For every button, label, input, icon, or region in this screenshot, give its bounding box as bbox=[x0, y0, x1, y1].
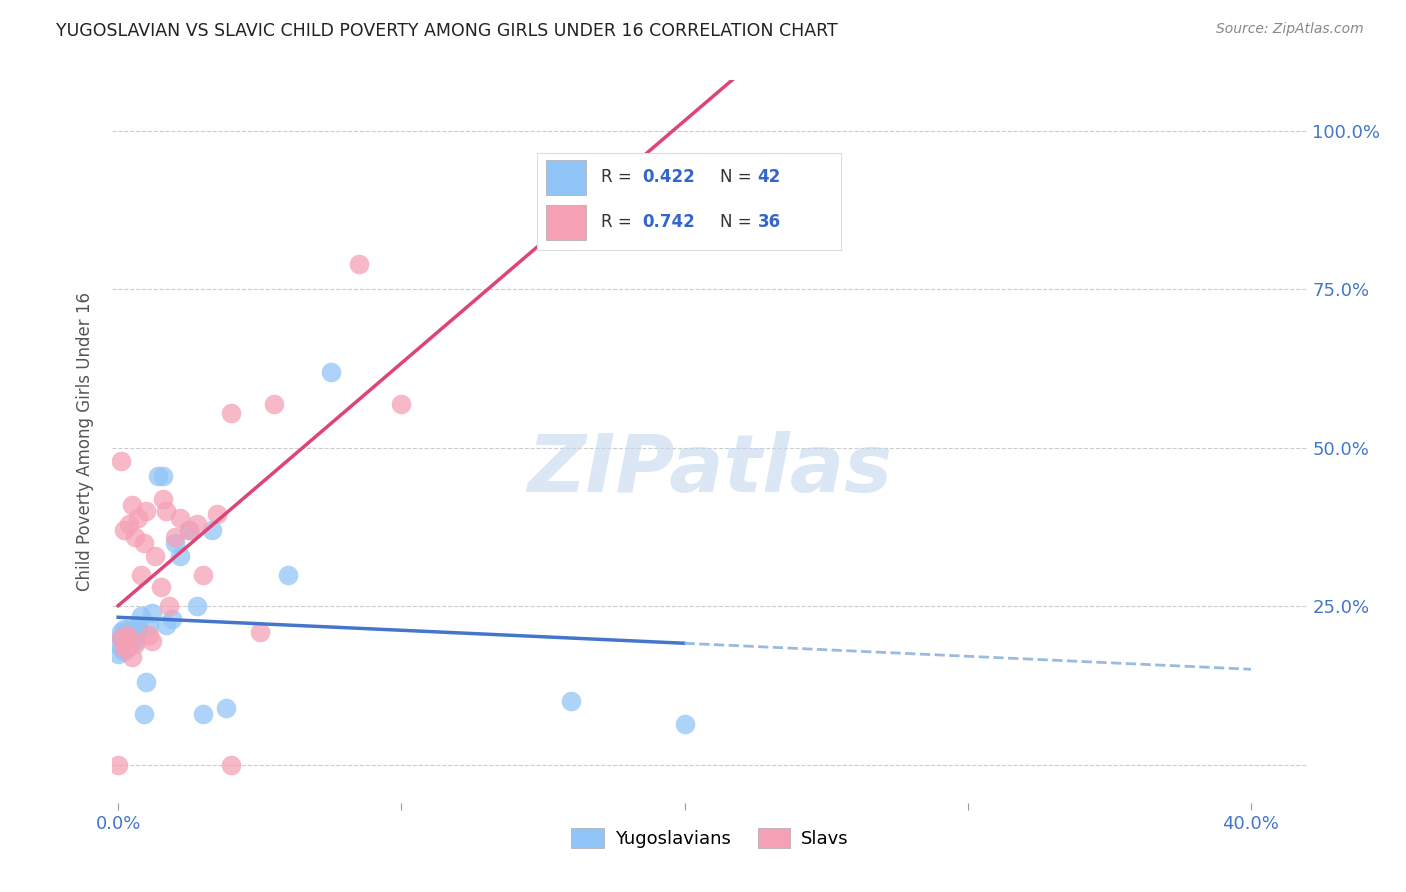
Point bbox=[112, 622, 135, 636]
Point bbox=[215, 700, 238, 714]
Point bbox=[121, 650, 143, 665]
Point bbox=[115, 640, 138, 655]
Point bbox=[121, 628, 143, 642]
Point bbox=[146, 469, 169, 483]
Point bbox=[160, 612, 183, 626]
Point bbox=[112, 640, 135, 655]
Point bbox=[124, 530, 146, 544]
Point bbox=[115, 624, 138, 639]
Point bbox=[249, 624, 271, 639]
Point bbox=[132, 536, 155, 550]
Point bbox=[141, 606, 163, 620]
Point bbox=[115, 628, 138, 642]
Point bbox=[673, 716, 696, 731]
Point bbox=[207, 508, 229, 522]
Point bbox=[319, 365, 342, 379]
Point bbox=[141, 634, 163, 648]
Point bbox=[163, 530, 186, 544]
Point bbox=[560, 694, 582, 708]
Point bbox=[110, 631, 132, 645]
Point bbox=[129, 567, 152, 582]
Point bbox=[155, 618, 177, 632]
Point bbox=[389, 396, 412, 410]
Point bbox=[107, 757, 129, 772]
Point bbox=[191, 567, 214, 582]
Point bbox=[177, 523, 200, 537]
Point bbox=[124, 634, 146, 648]
Point bbox=[112, 523, 135, 537]
Legend: Yugoslavians, Slavs: Yugoslavians, Slavs bbox=[564, 821, 856, 855]
Point bbox=[221, 757, 243, 772]
Point bbox=[115, 634, 138, 648]
Point bbox=[155, 504, 177, 518]
Point bbox=[124, 628, 146, 642]
Point bbox=[118, 631, 141, 645]
Point bbox=[177, 523, 200, 537]
Point bbox=[112, 631, 135, 645]
Point bbox=[135, 675, 157, 690]
Point bbox=[138, 628, 160, 642]
Point bbox=[277, 567, 299, 582]
Point bbox=[347, 257, 370, 271]
Point bbox=[129, 608, 152, 623]
Point bbox=[127, 622, 149, 636]
Point bbox=[186, 599, 208, 614]
Point bbox=[110, 453, 132, 467]
Point bbox=[112, 643, 135, 657]
Point bbox=[263, 396, 285, 410]
Point bbox=[221, 406, 243, 420]
Point bbox=[143, 549, 166, 563]
Point bbox=[127, 618, 149, 632]
Point bbox=[157, 599, 180, 614]
Point bbox=[169, 510, 191, 524]
Point bbox=[110, 624, 132, 639]
Point bbox=[118, 622, 141, 636]
Text: Source: ZipAtlas.com: Source: ZipAtlas.com bbox=[1216, 22, 1364, 37]
Point bbox=[135, 504, 157, 518]
Point bbox=[121, 624, 143, 639]
Point bbox=[112, 634, 135, 648]
Text: ZIPatlas: ZIPatlas bbox=[527, 432, 893, 509]
Point bbox=[152, 491, 174, 506]
Point bbox=[152, 469, 174, 483]
Point bbox=[186, 516, 208, 531]
Point bbox=[200, 523, 222, 537]
Text: YUGOSLAVIAN VS SLAVIC CHILD POVERTY AMONG GIRLS UNDER 16 CORRELATION CHART: YUGOSLAVIAN VS SLAVIC CHILD POVERTY AMON… bbox=[56, 22, 838, 40]
Point bbox=[115, 640, 138, 655]
Point bbox=[132, 707, 155, 722]
Point bbox=[127, 510, 149, 524]
Point bbox=[124, 637, 146, 651]
Point bbox=[191, 707, 214, 722]
Point bbox=[115, 628, 138, 642]
Point bbox=[121, 631, 143, 645]
Point bbox=[138, 618, 160, 632]
Point bbox=[107, 647, 129, 661]
Point bbox=[110, 634, 132, 648]
Point bbox=[110, 640, 132, 655]
Point bbox=[118, 516, 141, 531]
Point bbox=[149, 580, 172, 594]
Point bbox=[169, 549, 191, 563]
Point bbox=[110, 631, 132, 645]
Point bbox=[118, 637, 141, 651]
Y-axis label: Child Poverty Among Girls Under 16: Child Poverty Among Girls Under 16 bbox=[76, 292, 94, 591]
Point bbox=[163, 536, 186, 550]
Point bbox=[121, 498, 143, 512]
